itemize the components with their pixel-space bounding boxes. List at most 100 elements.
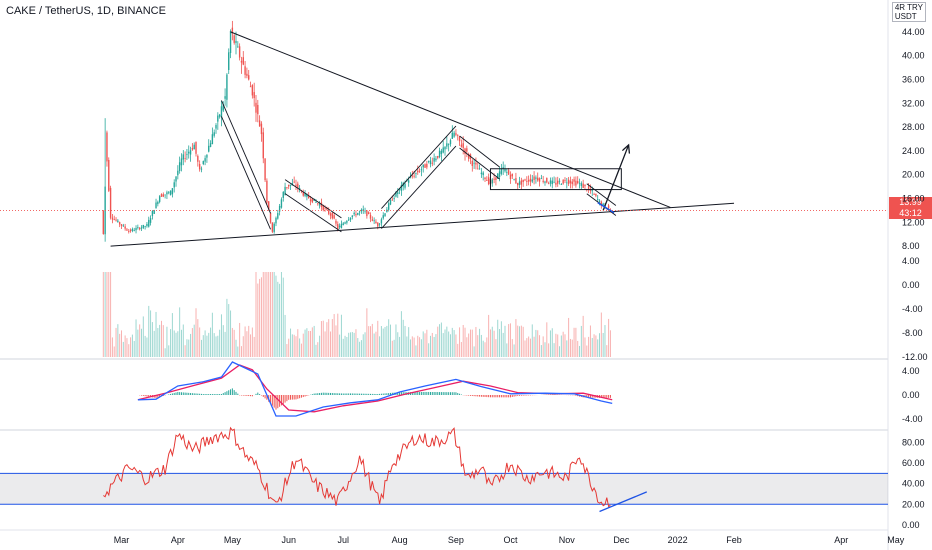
volume-bar [355, 329, 357, 357]
macd-histogram-bar [304, 395, 306, 397]
candle [420, 166, 423, 177]
volume-bar [382, 328, 384, 357]
macd-histogram-bar [389, 392, 391, 395]
volume-bar [159, 324, 161, 357]
macd-histogram-bar [291, 395, 293, 400]
candle [204, 155, 206, 166]
volume-bar [482, 340, 484, 357]
rsi-panel [0, 426, 888, 508]
volume-bar [549, 330, 551, 357]
candle [469, 153, 472, 165]
macd-histogram-bar [280, 395, 282, 406]
time-tick-label: Apr [171, 535, 185, 545]
volume-bar [320, 321, 322, 357]
candle [397, 188, 399, 198]
macd-histogram-bar [606, 395, 608, 398]
macd-histogram-bar [204, 394, 206, 395]
macd-histogram-bar [502, 395, 504, 398]
candle [427, 160, 430, 164]
volume-bar [431, 332, 433, 357]
macd-histogram-bar [448, 392, 450, 395]
volume-bar [537, 330, 539, 357]
unit-line2: USDT [894, 12, 917, 21]
candle [317, 202, 319, 206]
macd-histogram-bar [602, 395, 604, 398]
candle [537, 172, 539, 182]
volume-bar [417, 335, 419, 357]
currency-unit-label[interactable]: 4R TRY USDT [891, 2, 926, 22]
candle [148, 216, 150, 228]
candle [357, 212, 359, 216]
volume-bar [344, 335, 346, 357]
candle [142, 224, 145, 230]
time-tick-label: Sep [448, 535, 464, 545]
macd-histogram-bar [428, 391, 430, 395]
candle [297, 181, 299, 193]
candle [495, 177, 497, 186]
rsi-tick-label: 40.00 [902, 479, 925, 489]
candle [509, 171, 512, 184]
macd-histogram-bar [322, 392, 324, 395]
candle [222, 101, 224, 113]
volume-bar [428, 343, 430, 357]
macd-histogram-bar [335, 393, 337, 395]
volume-bar [184, 345, 186, 357]
candle [500, 163, 503, 176]
candle [418, 168, 421, 173]
macd-histogram-bar [486, 395, 488, 398]
price-wedge-line [597, 202, 615, 214]
volume-bar [449, 334, 451, 357]
volume-bar [253, 336, 255, 357]
chart-title: CAKE / TetherUS, 1D, BINANCE [6, 5, 166, 17]
volume-bar [151, 322, 153, 357]
macd-histogram-bar [155, 395, 157, 399]
volume-bar [204, 330, 206, 357]
volume-bar [491, 326, 493, 357]
macd-histogram-bar [415, 392, 417, 395]
volume-bar [295, 336, 297, 357]
macd-histogram-bar [171, 393, 173, 395]
macd-histogram-bar [244, 395, 246, 396]
trendline [110, 202, 735, 247]
candle [149, 215, 152, 226]
macd-signal-line [137, 364, 613, 413]
macd-histogram-bar [230, 389, 232, 395]
candle [353, 211, 355, 217]
volume-bar [111, 337, 113, 357]
volume-bar [222, 325, 224, 357]
volume-bar [595, 335, 597, 357]
rsi-tick-label: 0.00 [902, 520, 920, 530]
volume-bar [384, 327, 386, 357]
volume-bar [569, 338, 571, 357]
volume-bar [444, 329, 446, 357]
macd-histogram-bar [362, 393, 364, 395]
last-price-tag: 13.99 [889, 197, 932, 208]
volume-bar [480, 334, 482, 357]
volume-bar [122, 341, 124, 357]
candle [231, 20, 234, 41]
candle [189, 146, 192, 162]
volume-bar [522, 326, 524, 357]
volume-bar [351, 332, 353, 357]
volume-bar [182, 324, 184, 357]
volume-bar [273, 272, 275, 357]
macd-histogram-bar [297, 395, 299, 399]
volume-bar [440, 322, 442, 357]
volume-bar [395, 324, 397, 357]
macd-histogram-bar [495, 395, 497, 398]
drawings[interactable] [0, 31, 888, 513]
volume-bar [328, 319, 330, 357]
candle [386, 206, 388, 213]
volume-bar [342, 338, 344, 357]
candle [206, 154, 208, 163]
macd-histogram-bar [357, 393, 359, 395]
volume-bar [493, 330, 495, 357]
volume-bar [226, 298, 228, 357]
macd-histogram-bar [144, 395, 146, 397]
candle [153, 209, 155, 215]
macd-histogram-bar [235, 391, 237, 395]
macd-histogram-bar [453, 392, 455, 395]
volume-bar [306, 328, 308, 357]
macd-histogram-bar [270, 395, 272, 404]
